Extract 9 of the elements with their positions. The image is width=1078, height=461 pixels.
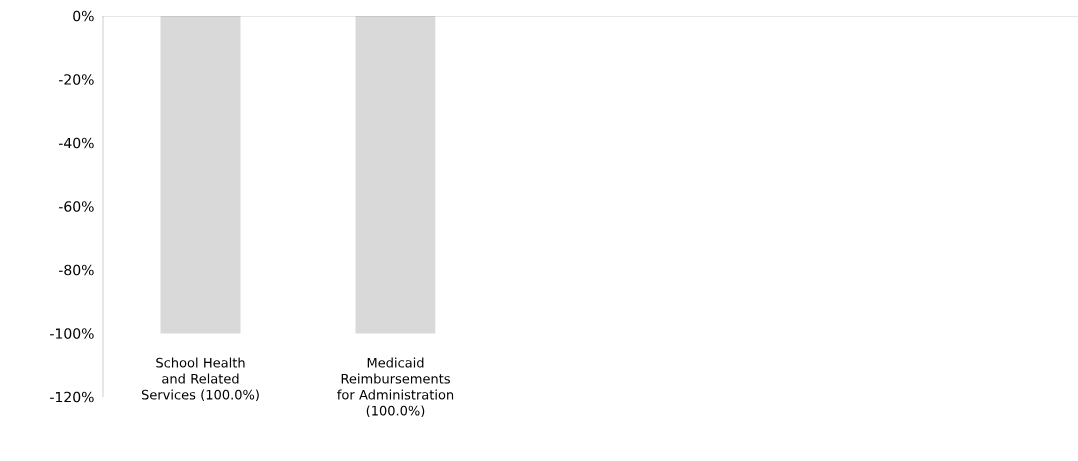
- y-tick-label: -40%: [58, 137, 94, 149]
- x-tick-label: Medicaid Reimbursements for Administration (100.0%): [337, 357, 454, 418]
- y-tick-label: -20%: [58, 74, 94, 85]
- y-tick-label: -120%: [50, 391, 94, 403]
- x-tick-label: School Health and Related Services (100.0%): [141, 357, 259, 402]
- y-tick-label: -100%: [50, 328, 94, 339]
- y-tick-label: 0%: [73, 10, 94, 22]
- y-tick-label: -80%: [58, 264, 94, 276]
- y-tick-label: -60%: [58, 201, 94, 212]
